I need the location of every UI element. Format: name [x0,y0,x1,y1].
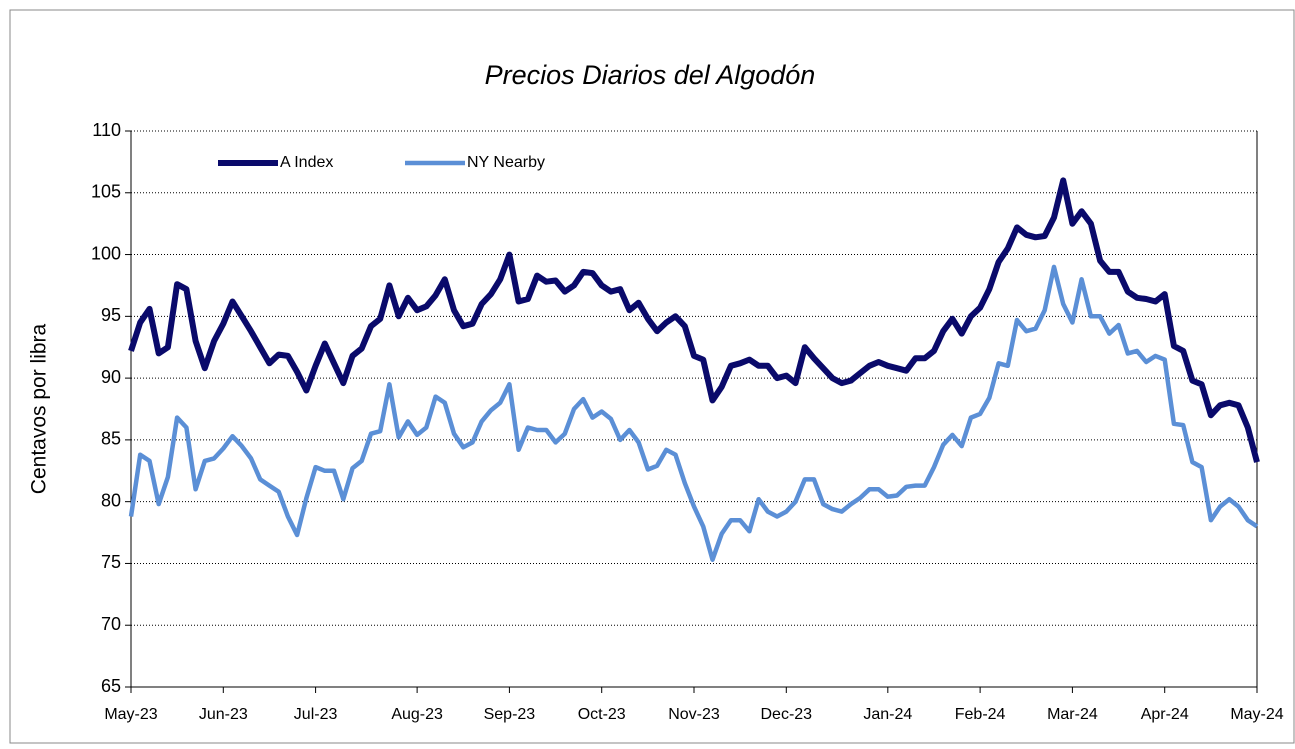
y-tick-label: 65 [101,676,121,696]
frame [9,9,1295,744]
x-tick-label: Sep-23 [484,706,536,723]
y-tick-label: 75 [101,552,121,572]
y-tick-label: 95 [101,305,121,325]
y-tick-label: 110 [92,120,121,140]
series-line [128,177,1260,463]
x-tick-label: May-23 [104,706,157,723]
x-tick-label: Feb-24 [955,706,1006,723]
x-tick-label: Mar-24 [1047,706,1098,723]
y-tick-label: 70 [101,614,121,634]
x-tick-label: Dec-23 [761,706,813,723]
x-tick-label: Oct-23 [578,706,626,723]
chart-title: Precios Diarios del Algodón [485,60,816,90]
x-tick-label: Nov-23 [668,706,720,723]
legend-label: NY Nearby [467,154,545,171]
y-tick-label: 100 [91,243,121,263]
x-tick-label: Jun-23 [199,706,248,723]
y-tick-label: 80 [101,490,121,510]
x-tick-label: Jan-24 [863,706,912,723]
x-tick-label: Jul-23 [294,706,338,723]
y-tick-label: 105 [91,182,121,202]
series-line [128,264,1259,562]
x-tick-label: Aug-23 [391,706,443,723]
x-tick-label: May-24 [1230,706,1283,723]
x-tick-label: Apr-24 [1141,706,1189,723]
y-tick-label: 85 [101,429,121,449]
y-axis-label: Centavos por libra [28,323,51,494]
legend-label: A Index [280,154,333,171]
y-tick-label: 90 [101,367,121,387]
